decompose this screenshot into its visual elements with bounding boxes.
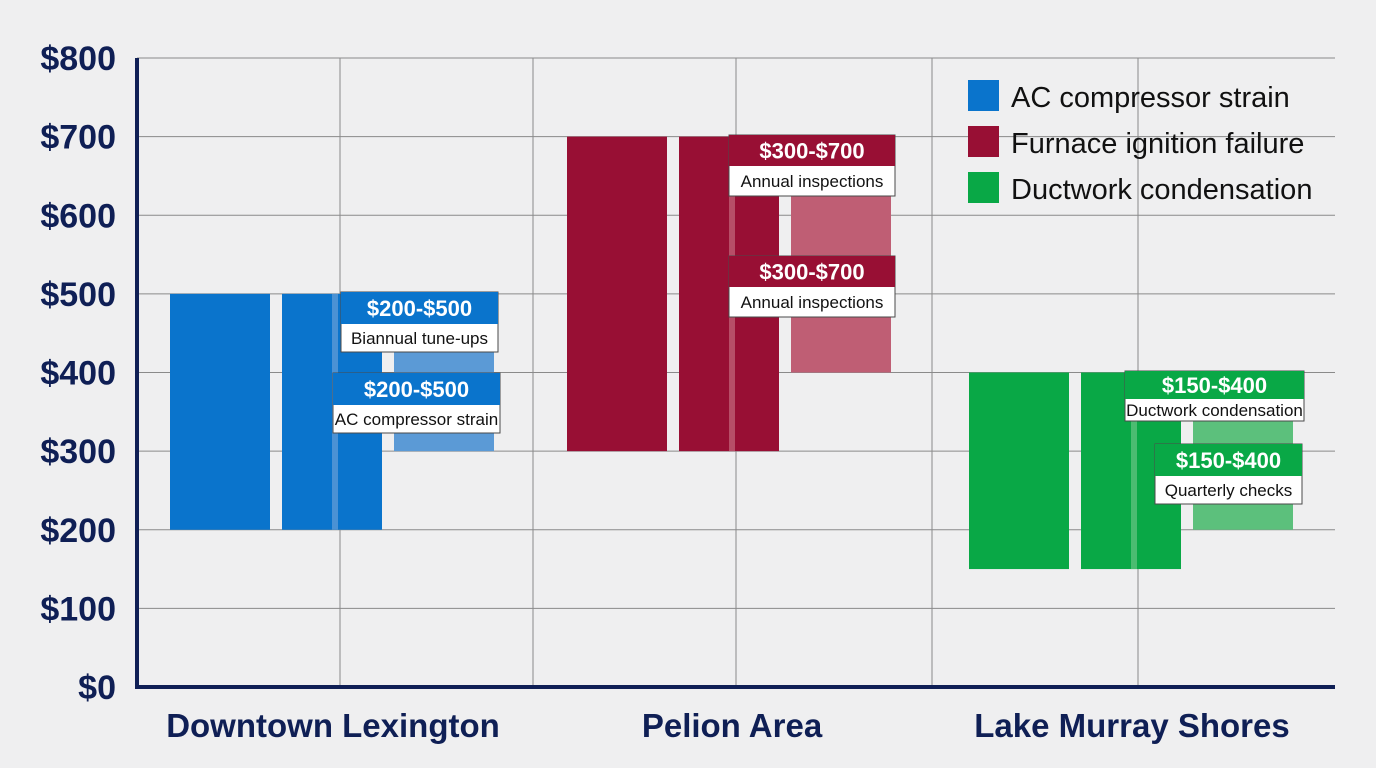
- annotation-range-label: $200-$500: [364, 377, 469, 402]
- annotation-range-label: $150-$400: [1176, 448, 1281, 473]
- annotation-description: Annual inspections: [741, 172, 884, 191]
- y-tick-label: $0: [78, 669, 116, 707]
- legend: AC compressor strain Furnace ignition fai…: [968, 80, 1312, 206]
- y-tick-label: $600: [40, 197, 116, 235]
- annotation-range-label: $300-$700: [759, 139, 864, 164]
- annotation-header: [1155, 444, 1302, 476]
- x-category-label: Downtown Lexington: [166, 707, 500, 744]
- x-category-label: Pelion Area: [642, 707, 823, 744]
- annotation-box: $150-$400 Quarterly checks: [1154, 443, 1303, 505]
- range-bar: [567, 136, 667, 452]
- range-bar: [170, 293, 270, 530]
- y-tick-label: $500: [40, 276, 116, 314]
- annotation-description: Quarterly checks: [1165, 481, 1293, 500]
- legend-label: Ductwork condensation: [1011, 174, 1312, 206]
- annotation-description: Annual inspections: [741, 293, 884, 312]
- annotation-header: [341, 292, 498, 324]
- annotation-box: $300-$700 Annual inspections: [728, 255, 896, 318]
- annotation-header: [333, 373, 500, 405]
- annotation-description: Ductwork condensation: [1126, 401, 1303, 420]
- annotation-range-label: $200-$500: [367, 296, 472, 321]
- legend-label: Furnace ignition failure: [1011, 128, 1304, 160]
- annotation-box: $200-$500 AC compressor strain: [332, 372, 501, 434]
- annotation-header: [729, 256, 895, 287]
- y-tick-label: $400: [40, 355, 116, 393]
- annotation-range-label: $300-$700: [759, 260, 864, 285]
- y-tick-label: $200: [40, 512, 116, 550]
- annotation-box: $200-$500 Biannual tune-ups: [340, 291, 499, 353]
- range-bar-stripe: [1131, 372, 1137, 570]
- annotation-box: $150-$400 Ductwork condensation: [1124, 370, 1305, 422]
- annotation-description: Biannual tune-ups: [351, 329, 488, 348]
- annotation-range-label: $150-$400: [1162, 373, 1267, 398]
- legend-swatch: [968, 126, 999, 157]
- annotations: $200-$500 Biannual tune-ups $200-$500 AC co…: [332, 134, 1305, 505]
- y-tick-label: $700: [40, 119, 116, 157]
- y-tick-label: $300: [40, 433, 116, 471]
- legend-label: AC compressor strain: [1011, 82, 1290, 114]
- annotation-header: [729, 135, 895, 166]
- legend-swatch: [968, 172, 999, 203]
- x-category-label: Lake Murray Shores: [974, 707, 1289, 744]
- y-tick-label: $800: [40, 40, 116, 78]
- range-bar: [969, 372, 1069, 570]
- axes: $0 $100 $200 $300 $400 $500 $600 $700 $800 Downto…: [40, 40, 1335, 744]
- annotation-box: $300-$700 Annual inspections: [728, 134, 896, 197]
- y-tick-label: $100: [40, 590, 116, 628]
- legend-swatch: [968, 80, 999, 111]
- annotation-description: AC compressor strain: [335, 410, 498, 429]
- annotation-header: [1125, 371, 1304, 399]
